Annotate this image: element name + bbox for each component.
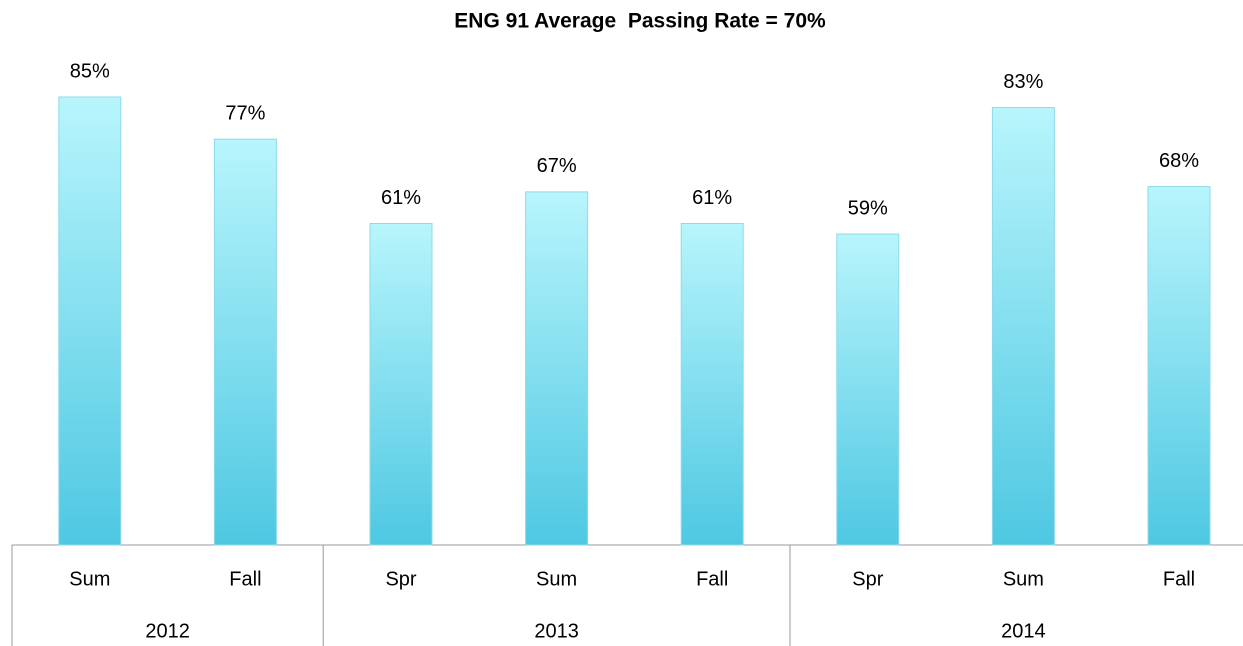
- bar: [680, 222, 744, 546]
- value-label: 85%: [70, 60, 110, 82]
- x-tick-label: Sum: [536, 568, 577, 590]
- x-tick-label: Spr: [852, 568, 883, 590]
- x-tick-label: Spr: [385, 568, 416, 590]
- bar: [836, 233, 900, 546]
- bar: [369, 222, 433, 546]
- chart-title: ENG 91 Average Passing Rate = 70%: [454, 10, 826, 33]
- x-tick-label: Sum: [1003, 568, 1044, 590]
- bar: [525, 191, 589, 546]
- value-label: 61%: [381, 187, 421, 209]
- value-label: 83%: [1003, 71, 1043, 93]
- group-label: 2013: [534, 620, 579, 642]
- value-label: 77%: [225, 102, 265, 124]
- value-label: 59%: [848, 197, 888, 219]
- value-label: 68%: [1159, 150, 1199, 172]
- x-tick-label: Fall: [1163, 568, 1195, 590]
- x-tick-label: Fall: [229, 568, 261, 590]
- bar: [991, 107, 1055, 546]
- bar: [1147, 186, 1211, 546]
- x-tick-label: Sum: [69, 568, 110, 590]
- bar: [213, 138, 277, 546]
- group-label: 2012: [145, 620, 190, 642]
- value-label: 61%: [692, 187, 732, 209]
- value-label: 67%: [537, 155, 577, 177]
- x-tick-label: Fall: [696, 568, 728, 590]
- bar: [58, 96, 122, 546]
- group-label: 2014: [1001, 620, 1046, 642]
